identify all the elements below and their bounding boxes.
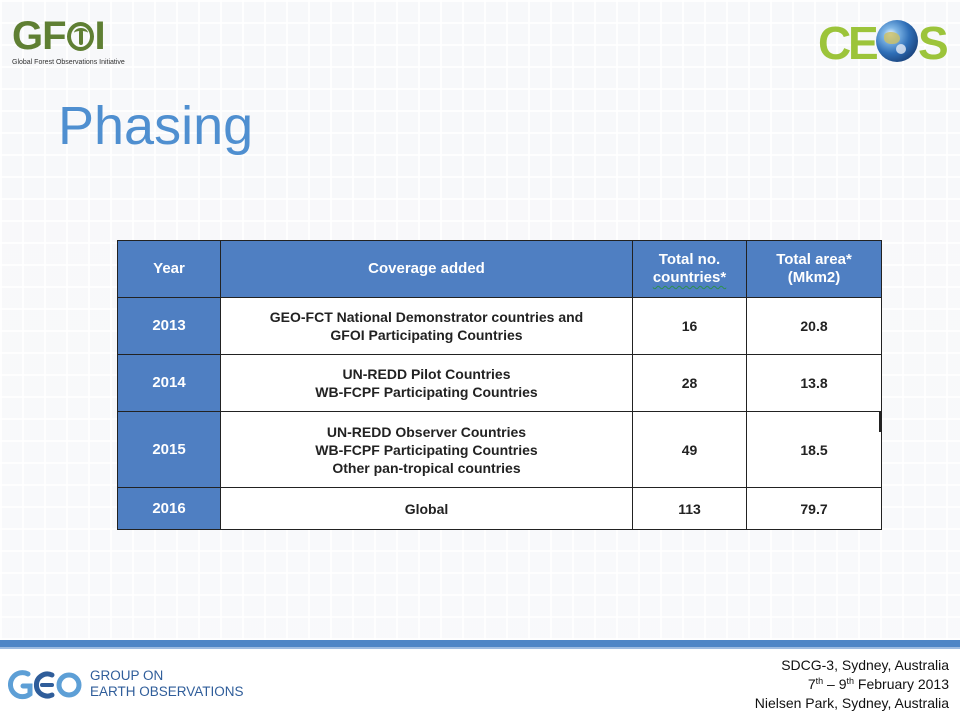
- ceos-letter-s: S: [918, 17, 949, 69]
- geo-line2: EARTH OBSERVATIONS: [90, 684, 244, 699]
- date-end-suffix: th: [846, 676, 855, 686]
- earth-globe-icon: [876, 20, 918, 62]
- date-start-suffix: th: [815, 676, 824, 686]
- table-row: 2013 GEO-FCT National Demonstrator count…: [117, 297, 882, 355]
- header-total-area: Total area* (Mkm2): [746, 240, 882, 298]
- event-name: SDCG-3, Sydney, Australia: [781, 657, 949, 673]
- header-countries-line1: Total no.: [658, 251, 721, 268]
- geo-line1: GROUP ON: [90, 668, 164, 683]
- date-month-year: February 2013: [854, 676, 949, 692]
- event-dates: 7th – 9th February 2013: [755, 675, 949, 694]
- gfoi-subtitle: Global Forest Observations Initiative: [12, 59, 125, 66]
- ceos-letter-e: E: [848, 17, 879, 69]
- date-end-day: 9: [838, 676, 847, 692]
- row-coverage: UN-REDD Pilot Countries WB-FCPF Particip…: [220, 354, 633, 412]
- row-area: 79.7: [746, 487, 882, 530]
- header-year: Year: [117, 240, 221, 298]
- table-header-row: Year Coverage added Total no. countries*…: [117, 240, 882, 298]
- table-row: 2016 Global 113 79.7: [117, 487, 882, 530]
- row-coverage: GEO-FCT National Demonstrator countries …: [220, 297, 633, 355]
- row-area: 13.8: [746, 354, 882, 412]
- row-coverage: Global: [220, 487, 633, 530]
- row-year: 2015: [117, 411, 221, 488]
- row-countries: 16: [632, 297, 747, 355]
- coverage-line: Global: [404, 500, 449, 517]
- header-area-line2: (Mkm2): [787, 269, 841, 286]
- coverage-line: GEO-FCT National Demonstrator countries …: [269, 309, 584, 325]
- gfoi-word-suffix: I: [94, 14, 106, 58]
- table-row: 2015 UN-REDD Observer Countries WB-FCPF …: [117, 411, 882, 488]
- row-area: 18.5: [746, 411, 882, 488]
- coverage-line: Other pan-tropical countries: [332, 459, 521, 476]
- row-year: 2016: [117, 487, 221, 530]
- coverage-line: WB-FCPF Participating Countries: [315, 384, 538, 400]
- footer-divider: [0, 640, 960, 647]
- row-year: 2013: [117, 297, 221, 355]
- header-coverage: Coverage added: [220, 240, 633, 298]
- gfoi-wordmark: GF I: [12, 14, 106, 58]
- row-coverage: UN-REDD Observer Countries WB-FCPF Parti…: [220, 411, 633, 488]
- row-area: 20.8: [746, 297, 882, 355]
- date-start-day: 7: [807, 676, 816, 692]
- tree-icon: [66, 22, 94, 51]
- ceos-letter-c: C: [818, 17, 852, 69]
- footer-divider-thin: [0, 647, 960, 649]
- ceos-logo: C E S: [818, 16, 949, 69]
- row-year: 2014: [117, 354, 221, 412]
- event-venue: Nielsen Park, Sydney, Australia: [754, 695, 949, 711]
- gfoi-logo: GF I Global Forest Observations Initiativ…: [12, 14, 125, 70]
- header-area-line1: Total area*: [776, 251, 852, 268]
- row-countries: 49: [632, 411, 747, 488]
- coverage-line: GFOI Participating Countries: [330, 327, 523, 343]
- coverage-line: UN-REDD Observer Countries: [326, 423, 527, 440]
- geo-logo-text: GROUP ON EARTH OBSERVATIONS: [90, 668, 244, 700]
- row-countries: 28: [632, 354, 747, 412]
- header-total-countries: Total no. countries*: [632, 240, 747, 298]
- date-separator: –: [823, 676, 839, 692]
- geo-logo: GROUP ON EARTH OBSERVATIONS: [8, 666, 248, 706]
- event-info: SDCG-3, Sydney, Australia 7th – 9th Febr…: [755, 656, 949, 713]
- slide-title: Phasing: [58, 96, 254, 156]
- coverage-line: WB-FCPF Participating Countries: [315, 441, 538, 458]
- gfoi-word-prefix: GF: [12, 14, 67, 58]
- phasing-table: Year Coverage added Total no. countries*…: [117, 240, 882, 530]
- row-countries: 113: [632, 487, 747, 530]
- table-row: 2014 UN-REDD Pilot Countries WB-FCPF Par…: [117, 354, 882, 412]
- table-edge-mark: [879, 412, 881, 432]
- geo-logo-icon: [8, 670, 82, 700]
- coverage-line: UN-REDD Pilot Countries: [342, 366, 511, 382]
- header-countries-line2: countries*: [652, 269, 727, 286]
